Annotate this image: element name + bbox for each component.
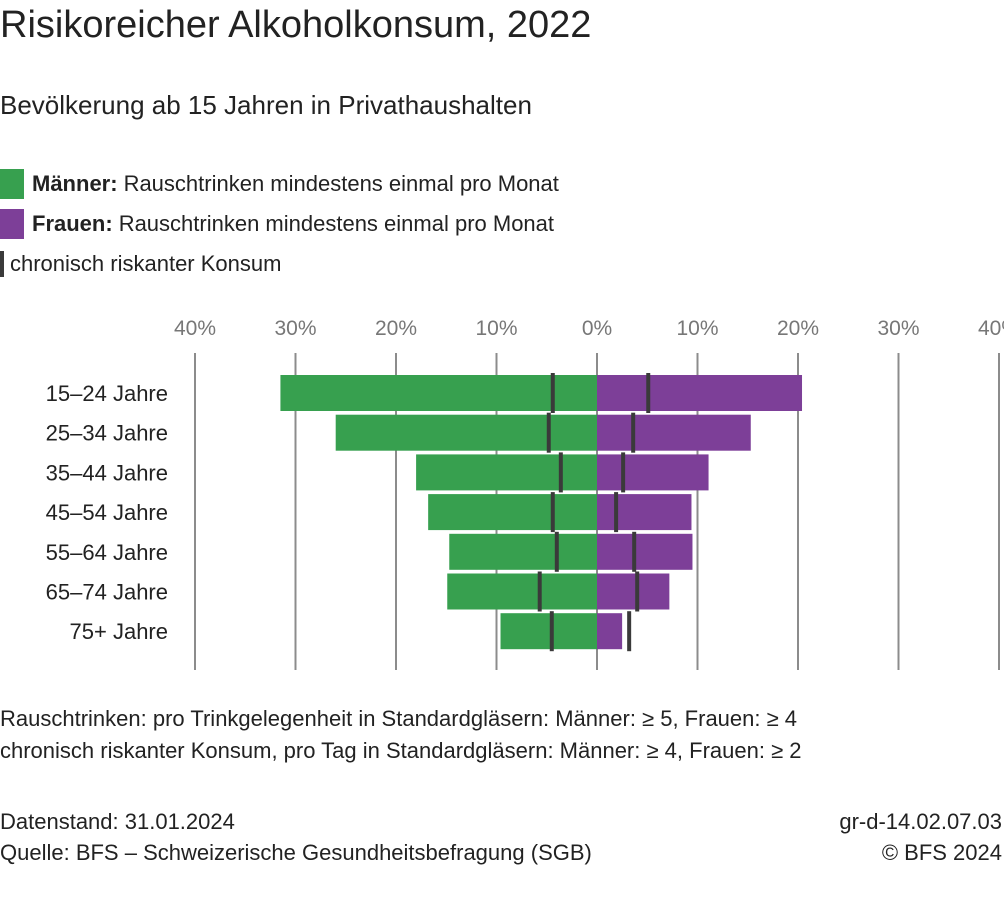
category-label: 55–64 Jahre <box>46 540 168 565</box>
legend-item-frauen: Frauen: Rauschtrinken mindestens einmal … <box>0 208 554 240</box>
note-chronisch: chronisch riskanter Konsum, pro Tag in S… <box>0 738 802 763</box>
marker-chronisch-maenner <box>546 412 551 453</box>
legend-label-frauen: Frauen: <box>32 211 113 236</box>
marker-chronisch-frauen <box>627 611 632 652</box>
chart-title: Risikoreicher Alkoholkonsum, 2022 <box>0 4 592 46</box>
bar-maenner <box>428 494 597 531</box>
category-label: 25–34 Jahre <box>46 421 168 446</box>
bar-frauen <box>597 573 670 610</box>
legend-text-maenner: Rauschtrinken mindestens einmal pro Mona… <box>123 171 559 196</box>
x-tick-label: 30% <box>274 317 316 340</box>
marker-chronisch-maenner <box>554 531 559 572</box>
bar-maenner <box>449 533 597 570</box>
legend-swatch-maenner <box>0 169 24 199</box>
marker-chronisch-frauen <box>614 492 619 533</box>
copyright: © BFS 2024 <box>881 840 1002 865</box>
data-date: Datenstand: 31.01.2024 <box>0 809 235 834</box>
bar-maenner <box>416 454 597 491</box>
bar-frauen <box>597 494 692 531</box>
bar-frauen <box>597 375 803 411</box>
x-tick-label: 10% <box>676 317 718 340</box>
category-label: 45–54 Jahre <box>46 500 168 525</box>
marker-chronisch-maenner <box>550 373 555 413</box>
category-label: 35–44 Jahre <box>46 460 168 485</box>
category-label: 65–74 Jahre <box>46 580 168 605</box>
bar-maenner <box>280 375 597 411</box>
marker-chronisch-maenner <box>558 452 563 493</box>
bar-maenner <box>500 613 597 650</box>
bar-frauen <box>597 414 751 451</box>
x-tick-label: 20% <box>375 317 417 340</box>
marker-chronisch-frauen <box>646 373 651 413</box>
legend-text-chronisch: chronisch riskanter Konsum <box>10 251 282 276</box>
marker-chronisch-maenner <box>537 571 542 612</box>
footer-left: Datenstand: 31.01.2024 Quelle: BFS – Sch… <box>0 806 600 868</box>
legend-text-frauen: Rauschtrinken mindestens einmal pro Mona… <box>118 211 555 236</box>
bar-maenner <box>335 414 597 451</box>
marker-chronisch-frauen <box>621 452 626 493</box>
legend-label-maenner: Männer: <box>32 171 118 196</box>
x-tick-label: 30% <box>877 317 919 340</box>
bar-frauen <box>597 533 693 570</box>
note-rauschtrinken: Rauschtrinken: pro Trinkgelegenheit in S… <box>0 706 798 731</box>
data-source: Quelle: BFS – Schweizerische Gesundheits… <box>0 840 592 865</box>
marker-chronisch-maenner <box>549 611 554 652</box>
legend-marker-chronisch <box>0 251 4 277</box>
legend-item-maenner: Männer: Rauschtrinken mindestens einmal … <box>0 168 559 200</box>
category-label: 75+ Jahre <box>70 619 168 644</box>
x-tick-label: 0% <box>582 317 612 340</box>
x-tick-label: 20% <box>777 317 819 340</box>
bar-maenner <box>447 573 597 610</box>
marker-chronisch-frauen <box>632 531 637 572</box>
chart-subtitle: Bevölkerung ab 15 Jahren in Privathausha… <box>0 90 532 120</box>
footer-right: gr-d-14.02.07.03 © BFS 2024 <box>839 806 1002 868</box>
bar-frauen <box>597 454 709 491</box>
bar-frauen <box>597 613 623 650</box>
legend-swatch-frauen <box>0 209 24 239</box>
marker-chronisch-frauen <box>635 571 640 612</box>
x-tick-label: 40% <box>174 317 216 340</box>
chart-code: gr-d-14.02.07.03 <box>839 809 1002 834</box>
chart-plot: 40% 30% 20% 10% 0% 10% 20% 30% 40% 15–24 Jahre 25–… <box>46 317 1004 670</box>
marker-chronisch-frauen <box>631 412 636 453</box>
legend-item-chronisch: chronisch riskanter Konsum <box>0 248 281 280</box>
x-tick-label: 10% <box>475 317 517 340</box>
x-tick-label: 40% <box>978 317 1004 340</box>
marker-chronisch-maenner <box>550 492 555 533</box>
category-label: 15–24 Jahre <box>46 381 168 406</box>
